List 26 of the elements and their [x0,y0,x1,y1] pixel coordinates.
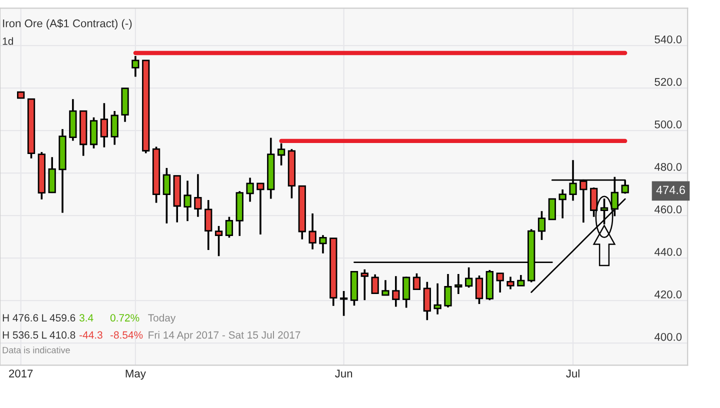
annotation: 0.72% [110,314,140,322]
y-tick-label: 540.0 [654,35,682,44]
y-tick-label: 520.0 [654,78,682,86]
y-tick-label: 460.0 [654,205,682,214]
x-tick-label: Jun [335,370,352,378]
text: 474.6 [656,186,686,194]
y-tick-label: 500.0 [654,120,682,128]
x-tick-label: 2017 [9,370,33,378]
text: 1d [2,37,13,45]
annotation: -44.3 [80,331,102,339]
annotation: Today [148,314,176,324]
annotation: H 536.5 [2,331,38,339]
annotation: Data is indicative [2,346,70,354]
annotation: L 410.8 [42,331,76,339]
y-tick-label: 480.0 [654,162,682,171]
annotation: Fri 14 Apr 2017 - Sat 15 Jul 2017 [148,331,300,341]
x-tick-label: Jul [566,369,580,378]
x-tick-label: May [126,370,146,380]
annotation: L 459.6 [42,314,76,322]
annotation: H 476.6 [2,314,38,322]
y-tick-label: 420.0 [654,290,682,298]
annotation: 3.4 [79,314,94,322]
text: Iron Ore (A$1 Contract) (-) [3,18,132,30]
y-tick-label: 400.0 [654,332,682,341]
annotation: -8.54% [110,331,143,339]
y-tick-label: 440.0 [654,248,682,256]
